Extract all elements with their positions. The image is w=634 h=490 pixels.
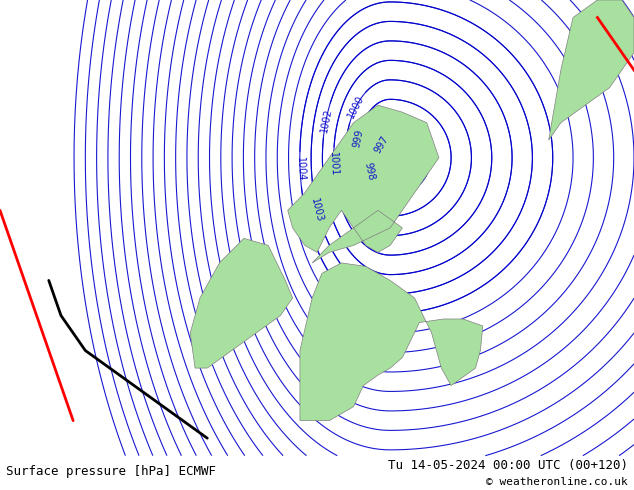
Text: © weatheronline.co.uk: © weatheronline.co.uk [486,477,628,488]
Polygon shape [300,263,483,420]
Polygon shape [190,238,293,368]
Text: 1001: 1001 [328,152,339,177]
Text: 1004: 1004 [295,157,306,182]
Polygon shape [548,0,634,140]
Text: 998: 998 [362,161,376,181]
Text: 1000: 1000 [346,94,366,120]
Text: 997: 997 [373,134,391,155]
Polygon shape [288,105,439,263]
Text: 1003: 1003 [309,197,325,223]
Text: Surface pressure [hPa] ECMWF: Surface pressure [hPa] ECMWF [6,465,216,478]
Text: 999: 999 [351,129,365,148]
Text: Tu 14-05-2024 00:00 UTC (00+120): Tu 14-05-2024 00:00 UTC (00+120) [387,459,628,472]
Text: 1002: 1002 [319,107,333,133]
